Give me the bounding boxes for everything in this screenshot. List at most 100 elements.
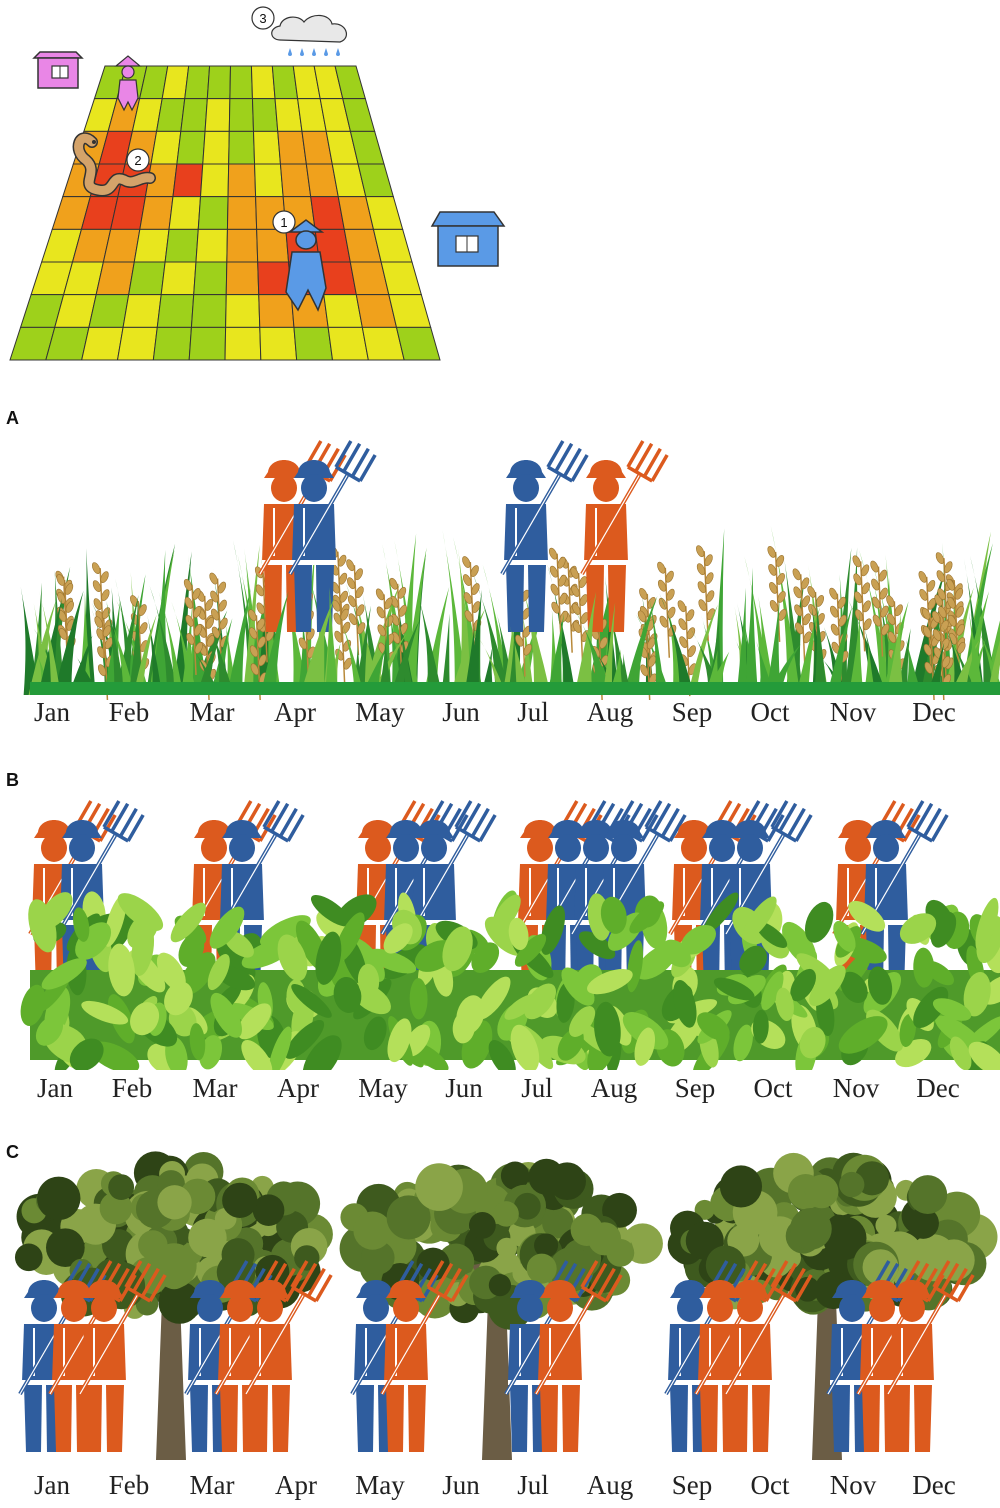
tree-foliage [908,1175,948,1214]
tea-leaf [302,1035,342,1070]
tea-leaf [809,965,846,1007]
month-label-sep: Sep [671,697,713,727]
tea-leaf [932,998,972,1021]
tree-foliage [719,1165,763,1208]
tree-foliage [488,1274,512,1297]
grid-cell [150,130,182,165]
rice-grain-head [183,579,203,675]
tree-foliage [534,1233,559,1258]
grid-cell [228,130,256,165]
grid-cell [252,130,281,165]
tea-leaf [975,897,999,952]
tea-leaf [357,963,380,998]
tea-leaf [210,992,242,1038]
grid-cell [133,228,170,263]
tea-leaf [310,894,351,927]
rice-blade [442,528,467,695]
month-label-apr: Apr [275,1470,317,1500]
rice-blade [53,590,84,695]
grid-cell [323,294,363,328]
tea-leaf [207,953,230,991]
tea-leaf [209,906,245,949]
grid-cell [95,261,135,296]
tea-leaf [742,896,777,941]
tea-leaf [277,934,308,981]
tea-leaf [713,977,755,1001]
tree-foliage [839,1171,865,1198]
panel-b-tea [20,800,1000,1070]
rice-grain-head [792,568,812,665]
grid-cell [156,294,195,328]
tree-foliage [804,1174,839,1209]
rice-grain-head [767,546,787,642]
month-label-oct: Oct [750,697,790,727]
tea-leaf [913,986,949,1029]
tea-leaf [968,1041,1000,1070]
tea-leaf [761,971,784,1011]
rice-grain-head [657,561,677,658]
grid-cell [224,326,262,361]
rice-field-front [28,587,1000,695]
rice-grain-head [92,562,112,659]
tea-leaf [508,917,529,951]
svg-text:2: 2 [134,153,141,168]
tea-leaf [471,942,500,973]
rice-blade [885,554,902,695]
tea-leaf [456,995,485,1035]
tree-foliage [415,1163,463,1211]
tree-foliage [221,1238,255,1272]
rice-blade [378,636,393,695]
grid-cell [190,294,227,328]
panel-b-month-axis: Jan Feb Mar Apr May Jun Jul Aug Sep Oct Nov Dec [0,1073,1000,1109]
tree-foliage [875,1214,897,1236]
tree-foliage [694,1199,715,1220]
tea-leaf [291,984,332,1018]
tree-foliage [108,1174,135,1201]
grid-cell [180,98,208,132]
rice-blade [149,585,179,695]
grid-cell [128,261,166,296]
tea-leaf [924,960,955,986]
rice-blade [508,633,517,695]
panel-c-fruit-trees [14,1151,998,1460]
grid-cell [259,326,298,361]
tree-foliage [252,1194,285,1226]
tea-leaf [626,940,644,993]
rice-blade [547,613,564,695]
tea-leaf [733,1024,753,1062]
tea-leaf [409,978,428,1020]
tea-leaf [315,931,342,985]
month-label-dec: Dec [916,1073,960,1103]
rice-blade [187,642,221,695]
tea-leaf [840,971,868,1004]
tea-leaf [775,987,794,1021]
rice-blade [260,591,289,695]
rice-blade [814,591,828,695]
tea-leaf [180,952,216,995]
month-label-jan: Jan [34,697,70,727]
marker-3: 3 [251,6,275,30]
rice-grain-head [346,559,366,656]
grid-cell [88,294,130,328]
tea-leaf [241,1039,273,1070]
rice-blade [416,590,443,695]
tea-leaf [594,1001,621,1057]
tree-foliage [353,1211,392,1250]
tea-leaf [117,893,164,931]
worker-figure-blue [860,800,949,992]
tea-bushes [20,890,1000,1070]
tea-leaf [752,1009,769,1044]
rice-grain-head [852,555,872,652]
worker-figure-orange [78,1260,167,1452]
tea-leaf [935,1015,983,1050]
month-label-nov: Nov [829,1470,877,1500]
tea-leaf [587,968,633,995]
rice-blade [765,599,781,695]
grid-cell [225,294,261,328]
tea-leaf [73,907,90,942]
month-label-jan: Jan [34,1470,70,1500]
month-label-dec: Dec [912,697,956,727]
tea-leaf [367,948,417,974]
rice-blade [38,590,61,695]
rice-grain-head [946,578,966,675]
